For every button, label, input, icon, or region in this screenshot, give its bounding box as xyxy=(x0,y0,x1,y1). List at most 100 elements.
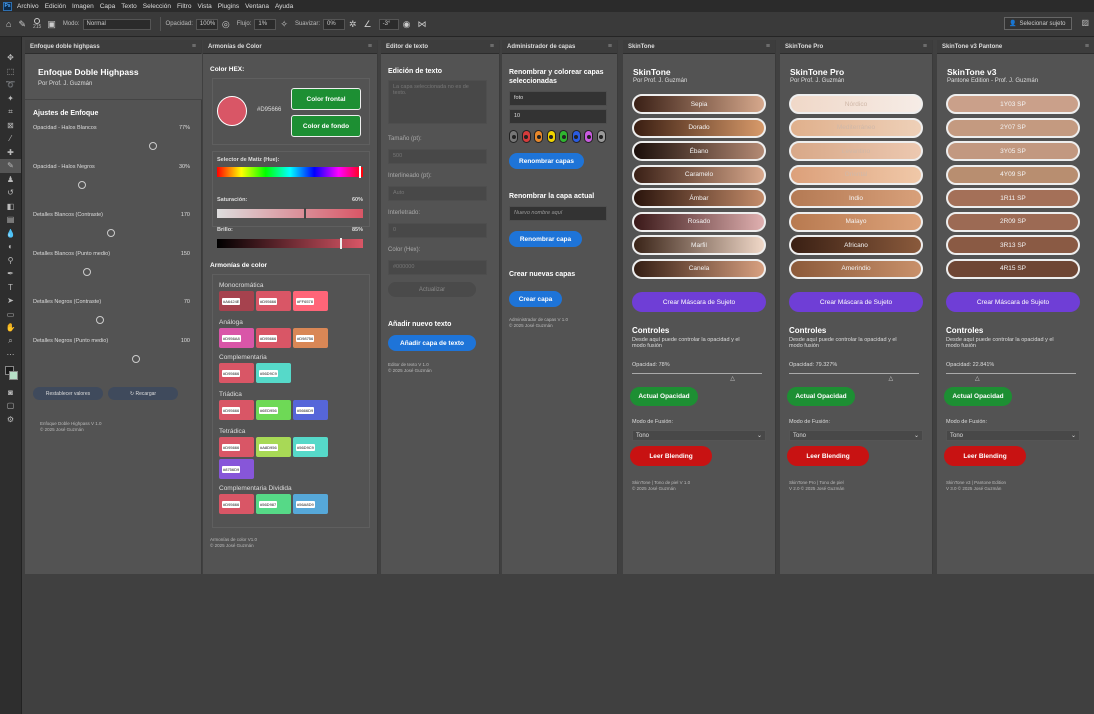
plugin-icon[interactable]: ⚙ xyxy=(6,414,15,424)
saturation-slider[interactable] xyxy=(217,209,363,218)
panel-enfoque-tab[interactable]: Enfoque doble highpass xyxy=(30,43,100,50)
zoom-tool-icon[interactable]: ⌕ xyxy=(8,336,13,346)
mode-select[interactable]: Normal xyxy=(82,18,151,30)
skin-tone-button[interactable]: Ébano xyxy=(632,141,766,161)
menu-texto[interactable]: Texto xyxy=(121,2,137,10)
dodge-tool-icon[interactable]: ◐ xyxy=(8,242,13,252)
blend-mode-select[interactable]: Tono ⌄ xyxy=(789,430,923,441)
enfoque-slider-handle[interactable] xyxy=(96,316,104,324)
harmony-color-chip[interactable]: #D98756 xyxy=(293,328,328,348)
opacity-slider[interactable] xyxy=(632,373,762,374)
healing-tool-icon[interactable]: ✚ xyxy=(7,147,14,157)
brightness-slider[interactable] xyxy=(217,239,363,248)
harmony-color-chip[interactable]: #D95666 xyxy=(219,400,254,420)
smoothing-settings-icon[interactable]: ✲ xyxy=(348,18,357,29)
menu-edicion[interactable]: Edición xyxy=(44,2,67,10)
menu-seleccion[interactable]: Selección xyxy=(142,2,171,10)
layer-color-option[interactable] xyxy=(596,130,606,143)
skin-tone-button[interactable]: Amerindio xyxy=(789,258,923,279)
leading-input[interactable]: Auto xyxy=(388,186,487,201)
skin-tone-button[interactable]: 4Y09 SP xyxy=(946,164,1080,185)
menu-vista[interactable]: Vista xyxy=(197,2,212,10)
brush-preset-picker[interactable]: 215 xyxy=(33,18,41,30)
photoshop-logo-icon[interactable]: Ps xyxy=(3,1,12,11)
size-input[interactable]: 500 xyxy=(388,149,487,164)
enfoque-slider-handle[interactable] xyxy=(82,268,91,276)
skin-tone-button[interactable]: Marfil xyxy=(632,235,766,255)
shape-tool-icon[interactable]: ▭ xyxy=(6,309,15,319)
skin-tone-button[interactable]: Ámbar xyxy=(632,188,766,208)
panel-editor-tab[interactable]: Editor de texto xyxy=(386,43,429,50)
blur-tool-icon[interactable]: 💧 xyxy=(5,228,16,238)
menu-filtro[interactable]: Filtro xyxy=(176,2,192,10)
panel-menu-icon[interactable]: ≡ xyxy=(765,43,770,50)
stamp-tool-icon[interactable]: ♟ xyxy=(6,174,15,184)
symmetry-icon[interactable]: ⋈ xyxy=(417,18,427,29)
create-subject-mask-button[interactable]: Crear Máscara de Sujeto xyxy=(946,292,1080,312)
move-tool-icon[interactable]: ✥ xyxy=(7,53,14,63)
blend-mode-select[interactable]: Tono ⌄ xyxy=(632,430,766,441)
panel-menu-icon[interactable]: ≡ xyxy=(367,43,372,50)
skin-tone-button[interactable]: Indio xyxy=(789,188,923,208)
skin-tone-button[interactable]: 1Y03 SP xyxy=(946,94,1080,114)
harmony-color-chip[interactable]: #D95666 xyxy=(219,363,254,383)
panel-skintone-tab[interactable]: SkinTone xyxy=(628,43,655,50)
crop-tool-icon[interactable]: ⌗ xyxy=(8,106,13,116)
pen-tool-icon[interactable]: ✒ xyxy=(7,269,14,279)
update-opacity-button[interactable]: Actual Opacidad xyxy=(630,387,698,406)
skin-tone-button[interactable]: 3Y05 SP xyxy=(946,141,1080,161)
harmony-color-chip[interactable]: #D956A8 xyxy=(219,328,254,348)
history-brush-icon[interactable]: ↺ xyxy=(7,188,14,198)
eyedropper-tool-icon[interactable]: ⁄ xyxy=(9,134,12,144)
hand-tool-icon[interactable]: ✋ xyxy=(5,323,16,333)
panel-menu-icon[interactable]: ≡ xyxy=(922,43,927,50)
object-select-tool-icon[interactable]: ✦ xyxy=(7,93,14,103)
skin-tone-button[interactable]: 4R15 SP xyxy=(946,258,1080,279)
brush-settings-icon[interactable]: ▣ xyxy=(47,18,56,29)
layer-name-input[interactable]: foto xyxy=(509,91,607,106)
reload-button[interactable]: ↻ Recargar xyxy=(108,387,178,400)
enfoque-slider-handle[interactable] xyxy=(132,355,140,363)
menu-plugins[interactable]: Plugins xyxy=(217,2,240,10)
text-content-area[interactable]: La capa seleccionada no es de texto. xyxy=(388,80,487,124)
enfoque-slider-handle[interactable] xyxy=(78,181,86,189)
opacity-slider[interactable] xyxy=(789,373,919,374)
menu-ayuda[interactable]: Ayuda xyxy=(274,2,294,10)
layer-color-option[interactable] xyxy=(559,130,568,143)
color-hex-input[interactable]: #000000 xyxy=(388,260,487,275)
background-color-swatch[interactable] xyxy=(9,370,18,380)
create-layer-button[interactable]: Crear capa xyxy=(509,291,562,307)
skin-tone-button[interactable]: 2R09 SP xyxy=(946,211,1080,232)
layer-color-option[interactable] xyxy=(546,130,556,143)
panel-menu-icon[interactable]: ≡ xyxy=(489,43,494,50)
skin-tone-button[interactable]: Africano xyxy=(789,235,923,255)
create-subject-mask-button[interactable]: Crear Máscara de Sujeto xyxy=(632,292,766,312)
home-icon[interactable]: ⌂ xyxy=(6,19,12,29)
harmony-color-chip[interactable]: #D95666 xyxy=(219,437,254,457)
gradient-tool-icon[interactable]: ▤ xyxy=(6,215,15,225)
skin-tone-button[interactable]: Rosado xyxy=(632,211,766,232)
panel-menu-icon[interactable]: ≡ xyxy=(191,43,196,50)
harmony-color-chip[interactable]: #56D9C9 xyxy=(256,363,291,383)
rename-layer-button[interactable]: Renombrar capa xyxy=(509,231,582,247)
hue-slider[interactable] xyxy=(217,167,363,177)
tracking-input[interactable]: 0 xyxy=(388,223,487,238)
read-blending-button[interactable]: Leer Blending xyxy=(630,446,712,466)
select-subject-button[interactable]: 👤 Selecionar sujeto xyxy=(1004,17,1072,30)
marquee-tool-icon[interactable]: ⬚ xyxy=(6,66,15,76)
image-icon[interactable]: ▨ xyxy=(1081,18,1089,27)
panel-menu-icon[interactable]: ≡ xyxy=(607,43,612,50)
harmony-color-chip[interactable]: #A8D956 xyxy=(256,437,291,457)
harmony-color-chip[interactable]: #A6424E xyxy=(219,291,254,311)
foreground-color-button[interactable]: Color frontal xyxy=(291,88,361,110)
background-color-button[interactable]: Color de fondo xyxy=(291,115,361,137)
read-blending-button[interactable]: Leer Blending xyxy=(944,446,1026,466)
brightness-slider-handle[interactable] xyxy=(340,238,342,249)
menu-archivo[interactable]: Archivo xyxy=(17,2,39,10)
skin-tone-button[interactable]: 1R11 SP xyxy=(946,188,1080,208)
skin-tone-button[interactable]: Canela xyxy=(632,258,766,279)
harmony-color-chip[interactable]: #56A8D9 xyxy=(293,494,328,514)
panel-menu-icon[interactable]: ≡ xyxy=(1084,43,1089,50)
screen-mode-icon[interactable]: ▢ xyxy=(6,401,15,411)
harmony-color-chip[interactable]: #5666D9 xyxy=(293,400,328,420)
